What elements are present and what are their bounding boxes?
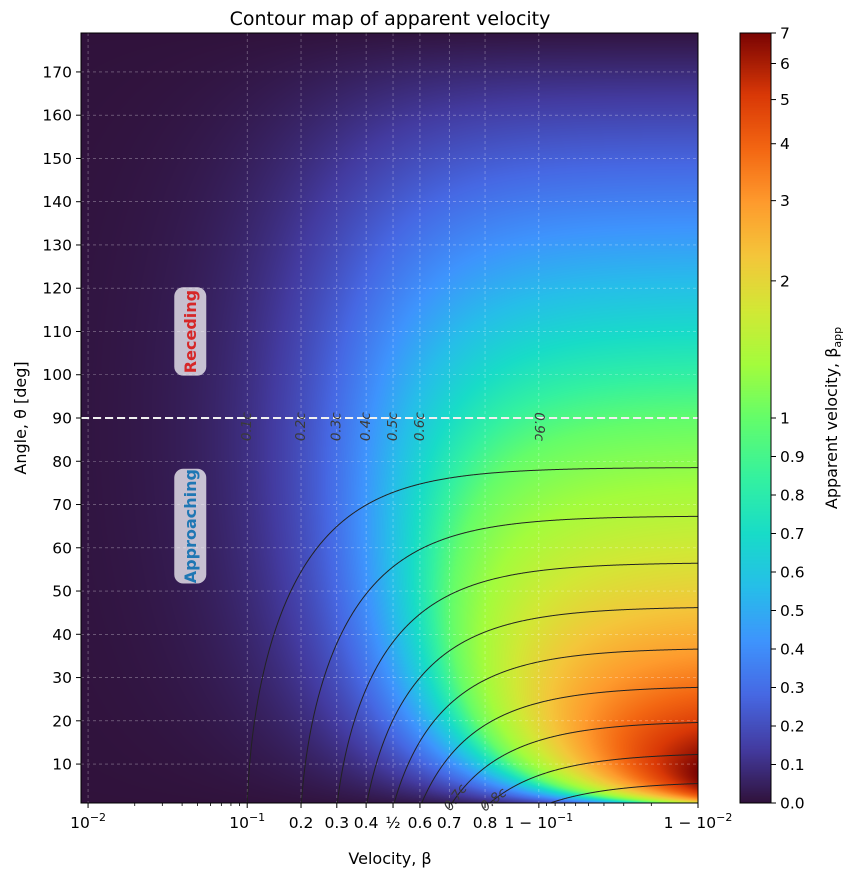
contour-line	[451, 722, 698, 803]
contour-label: 0.2c	[293, 412, 309, 441]
y-tick-label: 70	[52, 496, 72, 514]
annotation-label: Receding	[181, 290, 200, 373]
region-annotations: Receding Approaching	[174, 287, 207, 584]
colorbar-label: Apparent velocity, βapp	[822, 327, 844, 509]
contour-line	[366, 607, 698, 803]
y-axis-label: Angle, θ [deg]	[11, 361, 30, 474]
contour-labels: 0.1c 0.2c 0.3c 0.4c 0.5c 0.6c0.7c 0.8c0.9c	[239, 412, 547, 815]
x-tick-label: 1 − 10−1	[505, 811, 574, 832]
y-tick-label: 170	[42, 63, 72, 81]
x-tick-label: 0.8	[473, 814, 498, 832]
contour-label: 0.1c	[239, 412, 255, 441]
colorbar-tick-label: 0.2	[780, 718, 805, 736]
x-tick-label: 10−2	[70, 811, 106, 832]
contour-line	[548, 783, 698, 803]
x-tick-label: 0.3	[324, 814, 349, 832]
colorbar-tick-label: 0.8	[780, 487, 805, 505]
annotation-box	[174, 468, 207, 584]
x-tick-label: 0.4	[354, 814, 379, 832]
contour-label: 0.6c	[412, 412, 428, 441]
y-tick-label: 120	[42, 280, 72, 298]
colorbar-tick-label: 0.6	[780, 564, 805, 582]
contour-line	[246, 467, 698, 803]
y-tick-label: 10	[52, 756, 72, 774]
contour-line	[421, 686, 698, 803]
y-tick-label: 150	[42, 150, 72, 168]
x-tick-label: 0.6	[408, 814, 433, 832]
colorbar-tick-label: 0.5	[780, 602, 805, 620]
x-axis-label: Velocity, β	[348, 849, 431, 868]
colorbar-tick-label: 0.9	[780, 448, 805, 466]
chart-title: Contour map of apparent velocity	[230, 8, 551, 30]
colorbar-tick-label: 6	[780, 55, 790, 73]
colorbar-tick-label: 0.3	[780, 679, 805, 697]
y-tick-label: 140	[42, 193, 72, 211]
colorbar-tick-label: 0.0	[780, 795, 805, 813]
x-axis: 10−2 10−1 0.2 0.3 0.4 ½ 0.6 0.7 0.8 1 − 10−1 1 − 1…	[70, 803, 732, 832]
y-tick-label: 160	[42, 107, 72, 125]
grid-lines	[81, 33, 698, 803]
y-axis: 10 20 30 40 50 60 70 80 90 100 110 120 130 140 150 160 1…	[42, 63, 81, 774]
x-tick-label: 1 − 10−2	[664, 811, 733, 832]
y-tick-label: 30	[52, 669, 72, 687]
colorbar-tick-label: 7	[780, 25, 790, 43]
contour-line	[300, 515, 698, 803]
annotation-label: Approaching	[181, 469, 200, 583]
contour-label: 0.9c	[531, 412, 547, 442]
contour-line	[393, 648, 698, 803]
colorbar-tick-label: 0.1	[780, 756, 805, 774]
y-tick-label: 110	[42, 323, 72, 341]
y-tick-label: 130	[42, 236, 72, 254]
contour-label: 0.5c	[385, 412, 401, 441]
colorbar	[740, 33, 771, 803]
x-tick-label: 10−1	[229, 811, 265, 832]
y-tick-label: 20	[52, 712, 72, 730]
y-tick-label: 90	[52, 410, 72, 428]
colorbar-tick-label: 1	[780, 410, 790, 428]
contour-label: 0.3c	[329, 412, 345, 441]
contour-lines	[246, 467, 698, 803]
colorbar-tick-label: 3	[780, 192, 790, 210]
x-tick-label: 0.7	[437, 814, 462, 832]
colorbar-tick-label: 5	[780, 91, 790, 109]
colorbar-tick-label: 2	[780, 272, 790, 290]
y-tick-label: 40	[52, 626, 72, 644]
contour-line	[336, 562, 698, 803]
colorbar-tick-label: 4	[780, 135, 790, 153]
annotation-box	[174, 287, 207, 376]
y-tick-label: 50	[52, 583, 72, 601]
x-tick-label: 0.2	[289, 814, 314, 832]
colorbar-ticks: 0.0 0.1 0.2 0.3 0.4 0.5 0.6 0.7 0.8 0.9 1 2 3 4 5 6 7	[771, 25, 805, 813]
y-tick-label: 80	[52, 453, 72, 471]
colorbar-tick-label: 0.7	[780, 525, 805, 543]
colorbar-tick-label: 0.4	[780, 641, 805, 659]
y-tick-label: 60	[52, 539, 72, 557]
contour-line	[489, 753, 698, 803]
x-tick-label: ½	[386, 814, 401, 832]
y-tick-label: 100	[42, 366, 72, 384]
contour-label: 0.4c	[358, 412, 374, 441]
